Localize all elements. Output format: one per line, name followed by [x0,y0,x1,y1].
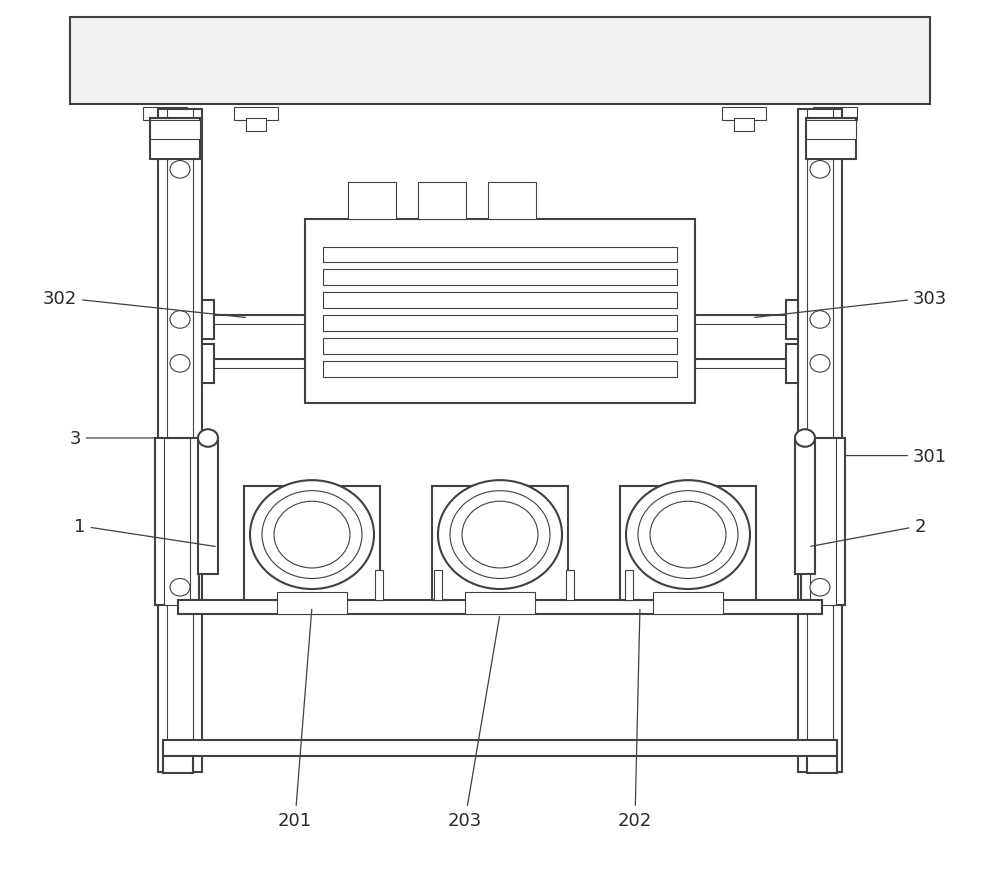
Text: 301: 301 [845,447,947,465]
Bar [434,570,442,601]
Bar [465,592,535,614]
Bar [155,118,175,132]
Bar [795,438,815,574]
Bar [488,182,536,219]
Bar [375,570,383,601]
Circle shape [626,481,750,589]
Bar [277,592,347,614]
Bar [620,487,756,601]
Circle shape [170,579,190,596]
Bar [625,570,633,601]
Bar [244,487,380,601]
Bar [155,438,199,605]
Bar [150,121,200,140]
Text: 201: 201 [278,610,312,829]
Bar [202,301,214,339]
Bar [246,118,266,132]
Bar [202,345,214,383]
Bar [70,18,930,105]
Circle shape [795,430,815,447]
Bar [722,108,766,121]
Text: 302: 302 [43,289,245,318]
Bar [798,110,842,772]
Bar [801,438,845,605]
Text: 3: 3 [69,430,155,447]
Bar [143,108,187,121]
Text: 2: 2 [811,517,926,546]
Bar [813,108,857,121]
Bar [807,756,837,774]
Bar [807,110,833,772]
Bar [178,601,822,614]
Text: 1: 1 [74,517,215,547]
Bar [806,118,856,160]
Circle shape [810,161,830,179]
Bar [418,182,466,219]
Circle shape [810,311,830,329]
Bar [810,438,836,605]
Bar [163,740,837,756]
Text: 203: 203 [448,617,500,829]
Bar [163,756,193,774]
Circle shape [170,161,190,179]
Bar [653,592,723,614]
Text: 303: 303 [755,289,947,318]
Bar [150,118,200,160]
Bar [323,270,677,286]
Bar [158,110,202,772]
Bar [825,118,845,132]
Circle shape [438,481,562,589]
Bar [323,293,677,309]
Circle shape [462,502,538,568]
Bar [323,247,677,263]
Circle shape [450,491,550,579]
Circle shape [810,579,830,596]
Bar [786,301,798,339]
Circle shape [810,355,830,373]
Bar [167,110,193,772]
Bar [432,487,568,601]
Circle shape [274,502,350,568]
Bar [164,438,190,605]
Circle shape [638,491,738,579]
Text: 202: 202 [618,610,652,829]
Bar [305,219,695,403]
Bar [566,570,574,601]
Circle shape [650,502,726,568]
Bar [806,121,856,140]
Bar [234,108,278,121]
Bar [323,316,677,332]
Circle shape [250,481,374,589]
Circle shape [262,491,362,579]
Circle shape [198,430,218,447]
Bar [786,345,798,383]
Bar [198,438,218,574]
Bar [734,118,754,132]
Bar [323,361,677,377]
Circle shape [170,311,190,329]
Bar [323,339,677,354]
Circle shape [170,355,190,373]
Bar [348,182,396,219]
